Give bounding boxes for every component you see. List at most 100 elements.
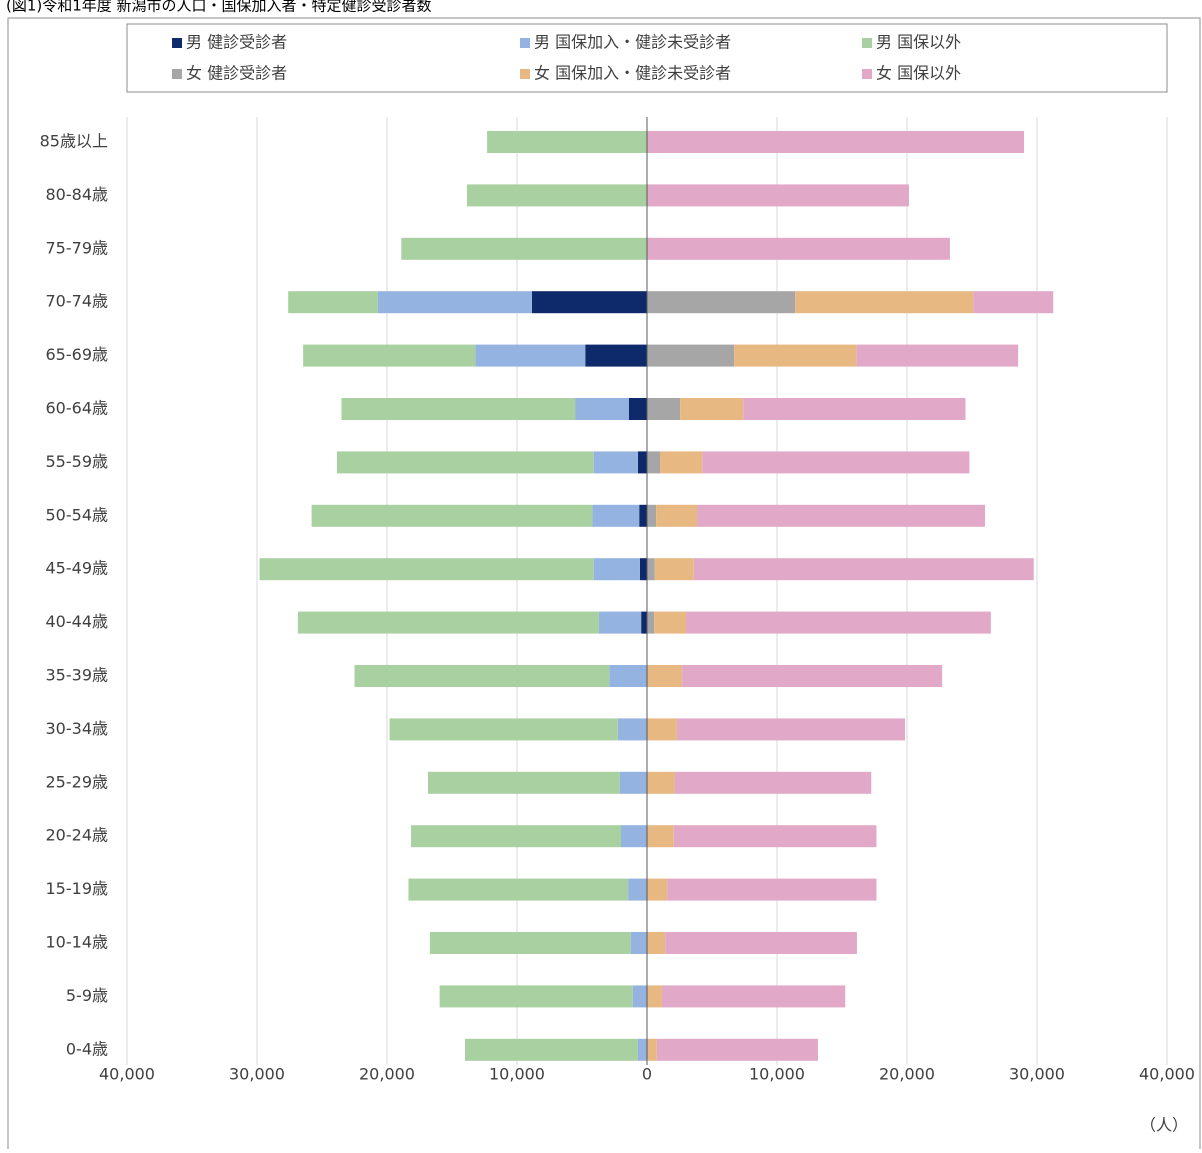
bar-segment xyxy=(674,771,872,794)
bar-segment xyxy=(702,451,970,474)
bar-segment xyxy=(647,771,675,794)
bar-segment xyxy=(585,344,647,367)
bar-segment xyxy=(647,291,796,314)
legend-box xyxy=(126,23,1168,93)
legend-label: 男 国保加入・健診未受診者 xyxy=(534,33,731,52)
bar-segment xyxy=(647,878,668,901)
bar-segment xyxy=(408,878,629,901)
bar-segment xyxy=(593,451,638,474)
bar-segment xyxy=(341,398,576,420)
y-tick-label: 50-54歳 xyxy=(46,505,109,524)
bar-segment xyxy=(466,184,647,207)
legend-label: 男 国保以外 xyxy=(876,33,961,52)
bar-segment xyxy=(389,718,618,741)
bar-segment xyxy=(593,558,640,581)
bar-segment xyxy=(647,1038,657,1061)
bar-segment xyxy=(647,131,1024,153)
bar-segment xyxy=(676,718,906,741)
bar-segment xyxy=(682,665,943,687)
bar-segment xyxy=(592,504,640,527)
bar-segment xyxy=(973,291,1054,314)
bar-segment xyxy=(654,558,694,581)
y-tick-label: 15-19歳 xyxy=(46,879,109,898)
bar-segment xyxy=(637,1038,647,1061)
bar-segment xyxy=(354,665,610,687)
bar-segment xyxy=(377,291,532,314)
bar-segment xyxy=(647,718,677,741)
bar-segment xyxy=(598,611,642,634)
bar-segment xyxy=(647,237,950,260)
bar-segment xyxy=(439,985,633,1008)
bar-segment xyxy=(617,718,647,741)
legend-label: 女 国保加入・健診未受診者 xyxy=(534,64,731,83)
x-tick-label: 20,000 xyxy=(359,1065,415,1084)
x-axis-unit: （人） xyxy=(1140,1116,1188,1135)
bar-segment xyxy=(665,932,857,954)
y-tick-label: 20-24歳 xyxy=(46,826,109,845)
bar-segment xyxy=(637,451,647,474)
bar-segment xyxy=(639,558,647,581)
x-tick-label: 10,000 xyxy=(749,1065,805,1084)
x-tick-label: 10,000 xyxy=(489,1065,545,1084)
bar-segment xyxy=(575,398,629,420)
bar-segment xyxy=(429,932,631,954)
bar-segment xyxy=(336,451,594,474)
x-tick-label: 0 xyxy=(642,1065,652,1084)
y-tick-label: 70-74歳 xyxy=(46,292,109,311)
y-tick-label: 65-69歳 xyxy=(46,345,109,364)
bar-segment xyxy=(647,398,681,420)
legend-marker xyxy=(862,69,872,79)
x-tick-label: 40,000 xyxy=(99,1065,155,1084)
bar-segment xyxy=(531,291,647,314)
legend-marker xyxy=(520,69,530,79)
y-tick-label: 10-14歳 xyxy=(46,933,109,952)
chart-border xyxy=(7,17,1201,1153)
bar-segment xyxy=(656,504,698,527)
y-tick-label: 80-84歳 xyxy=(46,185,109,204)
bar-segment xyxy=(647,504,657,527)
legend-label: 女 国保以外 xyxy=(876,64,961,83)
bar-segment xyxy=(661,985,846,1008)
y-tick-label: 85歳以上 xyxy=(40,132,108,151)
bar-segment xyxy=(630,932,647,954)
bar-segment xyxy=(743,398,966,420)
bar-segment xyxy=(656,1038,818,1061)
x-tick-label: 40,000 xyxy=(1139,1065,1195,1084)
y-tick-label: 0-4歳 xyxy=(66,1039,108,1058)
bar-segment xyxy=(647,665,683,687)
bar-segment xyxy=(465,1038,638,1061)
y-tick-label: 75-79歳 xyxy=(46,238,109,257)
y-tick-label: 35-39歳 xyxy=(46,666,109,685)
bar-segment xyxy=(856,344,1019,367)
chart-title: (図1)令和1年度 新潟市の人口・国保加入者・特定健診受診者数 xyxy=(6,0,432,15)
bar-segment xyxy=(647,611,655,634)
bar-segment xyxy=(641,611,647,634)
bar-segment xyxy=(660,451,703,474)
bar-segment xyxy=(734,344,857,367)
bar-segment xyxy=(609,665,647,687)
x-tick-label: 20,000 xyxy=(879,1065,935,1084)
legend-marker xyxy=(172,38,182,48)
y-tick-label: 45-49歳 xyxy=(46,559,109,578)
legend-marker xyxy=(172,69,182,79)
bar-segment xyxy=(303,344,476,367)
legend-label: 女 健診受診者 xyxy=(186,64,287,83)
bar-segment xyxy=(288,291,378,314)
bar-segment xyxy=(647,184,909,207)
bar-segment xyxy=(632,985,647,1008)
bar-segment xyxy=(680,398,744,420)
y-tick-label: 5-9歳 xyxy=(66,986,108,1005)
bar-segment xyxy=(628,878,647,901)
bar-segment xyxy=(297,611,599,634)
x-tick-label: 30,000 xyxy=(229,1065,285,1084)
bar-segment xyxy=(628,398,647,420)
bar-segment xyxy=(697,504,985,527)
legend-marker xyxy=(520,38,530,48)
bar-segment xyxy=(621,825,647,848)
legend-marker xyxy=(862,38,872,48)
bar-segment xyxy=(667,878,877,901)
bar-segment xyxy=(647,825,674,848)
y-tick-label: 55-59歳 xyxy=(46,452,109,471)
